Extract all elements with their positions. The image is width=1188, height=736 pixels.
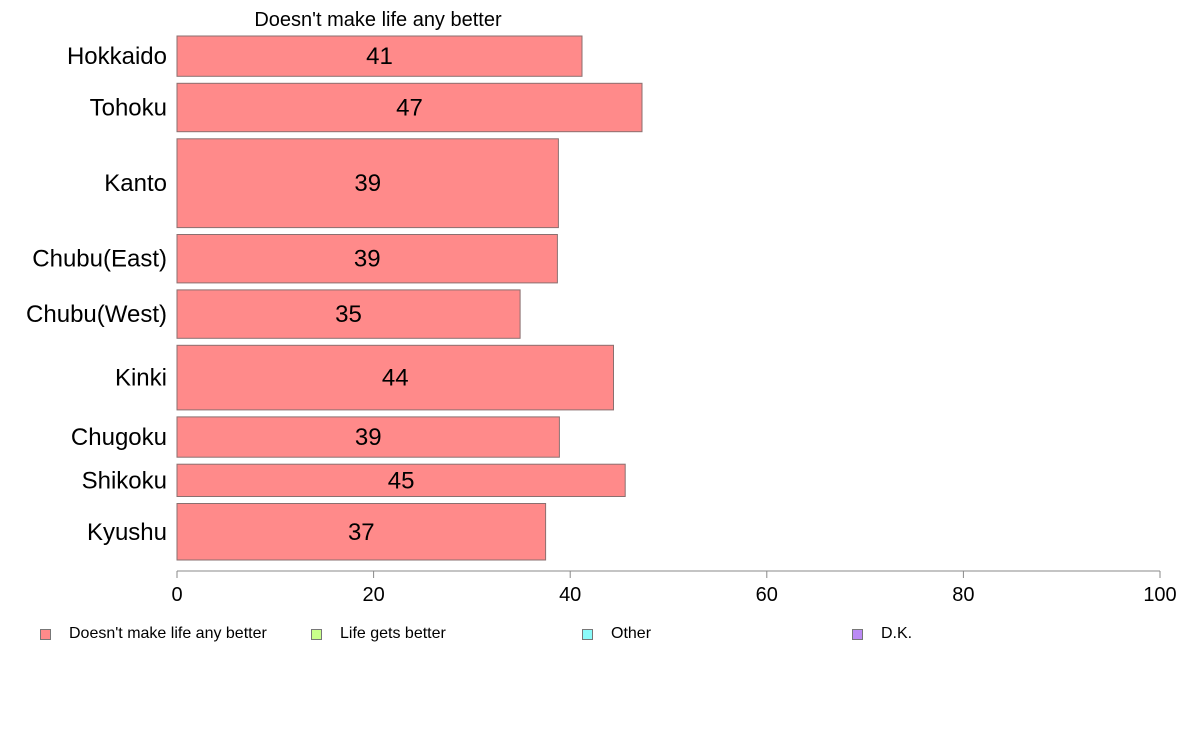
value-label: 47: [396, 95, 423, 122]
legend-swatch: [311, 628, 322, 640]
bars-group: [176, 35, 643, 561]
legend-item-life-gets-better: Life gets better: [311, 624, 446, 644]
legend: Doesn't make life any better Life gets b…: [40, 624, 1140, 644]
legend-swatch: [852, 628, 863, 640]
category-label: Kinki: [115, 365, 167, 392]
legend-item-other: Other: [582, 624, 651, 644]
legend-item-doesnt-make-life-better: Doesn't make life any better: [40, 624, 267, 644]
value-label: 39: [354, 170, 381, 197]
chart-title: Doesn't make life any better: [254, 9, 502, 31]
x-axis: 0 20 40 60 80 100: [171, 570, 1177, 606]
legend-label: Other: [611, 625, 652, 642]
category-label: Tohoku: [90, 95, 167, 122]
value-label: 37: [348, 519, 375, 546]
x-tick-label: 40: [559, 584, 581, 606]
legend-label: D.K.: [881, 625, 913, 642]
category-label: Chubu(East): [32, 246, 167, 273]
category-label: Shikoku: [82, 467, 167, 494]
x-tick-label: 60: [756, 584, 778, 606]
bar-kanto: [176, 138, 559, 229]
legend-swatch: [582, 628, 593, 640]
legend-item-dk: D.K.: [852, 624, 912, 644]
value-label: 35: [335, 301, 362, 328]
value-label: 44: [382, 365, 409, 392]
value-label: 39: [354, 246, 381, 273]
category-label: Kyushu: [87, 519, 167, 546]
bar-kinki: [176, 344, 614, 411]
bar-hokkaido: [176, 35, 583, 77]
legend-swatch: [40, 628, 51, 640]
bar-chugoku: [176, 416, 560, 458]
legend-label: Life gets better: [340, 625, 446, 642]
category-label: Chugoku: [71, 424, 167, 451]
value-label: 41: [366, 43, 393, 70]
value-label: 39: [355, 424, 382, 451]
category-labels: Hokkaido Tohoku Kanto Chubu(East) Chubu(West…: [26, 43, 167, 546]
category-label: Chubu(West): [26, 301, 167, 328]
category-label: Hokkaido: [67, 43, 167, 70]
legend-label: Doesn't make life any better: [69, 625, 267, 642]
category-label: Kanto: [104, 170, 167, 197]
bar-kyushu: [176, 503, 547, 561]
x-tick-label: 0: [171, 584, 182, 606]
bar-chubu-east: [176, 234, 558, 284]
x-tick-label: 20: [362, 584, 384, 606]
bar-tohoku: [176, 82, 643, 133]
x-tick-label: 80: [952, 584, 974, 606]
bar-chubu-west: [176, 289, 521, 339]
value-label: 45: [388, 467, 415, 494]
bar-shikoku: [176, 463, 626, 498]
x-tick-label: 100: [1143, 584, 1176, 606]
